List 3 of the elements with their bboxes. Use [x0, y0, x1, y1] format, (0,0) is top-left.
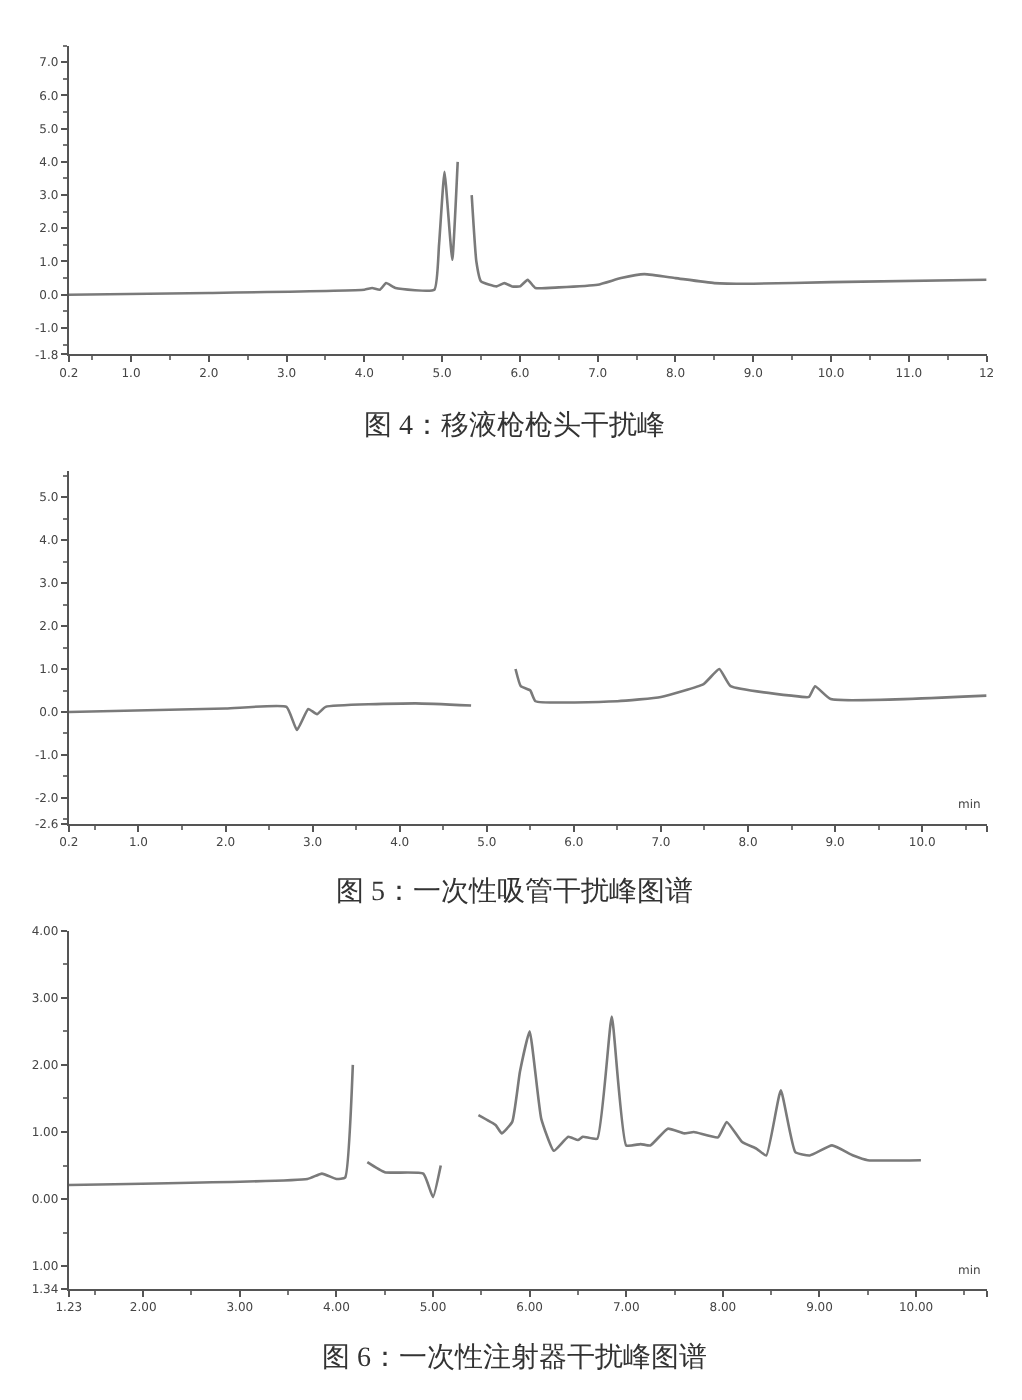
text: 图 6：一次性注射器干扰峰图谱 — [322, 1342, 707, 1374]
text: 图 5：一次性吸管干扰峰图谱 — [336, 876, 693, 908]
text: 图 4：移液枪枪头干扰峰 — [364, 410, 665, 442]
